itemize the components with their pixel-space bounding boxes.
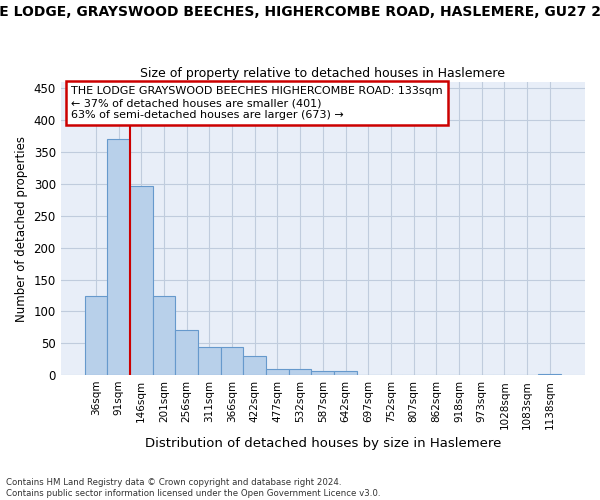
- Y-axis label: Number of detached properties: Number of detached properties: [15, 136, 28, 322]
- Bar: [85, 296, 107, 375]
- Bar: [266, 370, 289, 375]
- Text: Contains HM Land Registry data © Crown copyright and database right 2024.
Contai: Contains HM Land Registry data © Crown c…: [6, 478, 380, 498]
- Bar: [198, 347, 221, 375]
- Bar: [175, 330, 198, 375]
- Title: Size of property relative to detached houses in Haslemere: Size of property relative to detached ho…: [140, 66, 505, 80]
- X-axis label: Distribution of detached houses by size in Haslemere: Distribution of detached houses by size …: [145, 437, 501, 450]
- Bar: [221, 347, 244, 375]
- Bar: [538, 374, 561, 375]
- Bar: [244, 356, 266, 375]
- Text: THE LODGE GRAYSWOOD BEECHES HIGHERCOMBE ROAD: 133sqm
← 37% of detached houses ar: THE LODGE GRAYSWOOD BEECHES HIGHERCOMBE …: [71, 86, 443, 120]
- Bar: [130, 186, 152, 375]
- Bar: [334, 371, 357, 375]
- Text: THE LODGE, GRAYSWOOD BEECHES, HIGHERCOMBE ROAD, HASLEMERE, GU27 2LH: THE LODGE, GRAYSWOOD BEECHES, HIGHERCOMB…: [0, 5, 600, 19]
- Bar: [107, 140, 130, 375]
- Bar: [311, 371, 334, 375]
- Bar: [289, 368, 311, 375]
- Bar: [152, 296, 175, 375]
